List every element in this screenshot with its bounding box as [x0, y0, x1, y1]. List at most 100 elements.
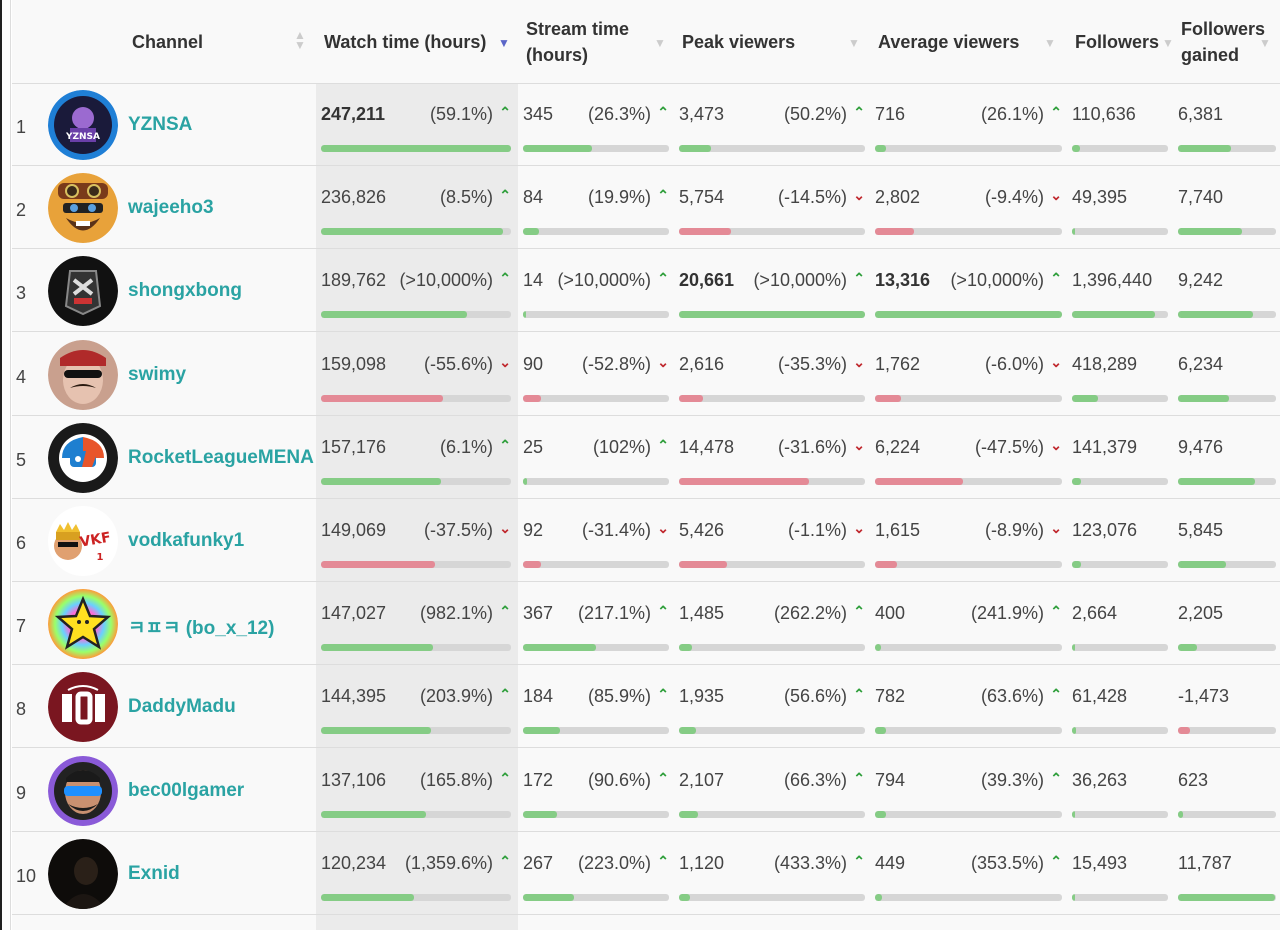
table-row[interactable]: 1 YZNSA YZNSA 247,211 (59.1%) ⌃ 345 (26.…: [12, 83, 1280, 166]
peak-viewers-cell: 5,426 (-1.1%) ⌄: [679, 520, 865, 570]
arrow-up-icon: ⌃: [1050, 852, 1062, 869]
channel-link[interactable]: swimy: [128, 363, 187, 385]
average-viewers-cell: 716 (26.1%) ⌃: [875, 104, 1062, 154]
table-row[interactable]: 5 RocketLeagueMENA 157,176 (6.1%) ⌃ 25 (…: [12, 416, 1280, 499]
stream-time-bar: [523, 311, 669, 319]
stream-time-cell: 267 (223.0%) ⌃: [523, 853, 669, 903]
watch-time-change: (-37.5%): [423, 520, 493, 540]
exnid-avatar[interactable]: [48, 838, 118, 909]
arrow-up-icon: ⌃: [657, 104, 669, 120]
wajeeho3-avatar[interactable]: [48, 173, 118, 244]
average-viewers-change: (353.5%): [970, 852, 1044, 873]
stream-time-cell: 172 (90.6%) ⌃: [523, 770, 669, 820]
svg-text:1: 1: [97, 552, 104, 563]
stream-time-cell: 84 (19.9%) ⌃: [523, 187, 669, 237]
followers-cell: 49,395: [1072, 187, 1168, 237]
daddymadu-avatar[interactable]: [48, 672, 118, 743]
svg-text:YZNSA: YZNSA: [65, 132, 100, 142]
header-followers-gained-label: Followers: [1181, 18, 1266, 39]
watch-time-cell: 120,234 (1,359.6%) ⌃: [321, 853, 511, 903]
header-watch-time[interactable]: Watch time (hours): [324, 0, 486, 83]
average-viewers-value: 1,615: [875, 520, 921, 540]
header-peak-viewers-label: Peak viewers: [682, 31, 796, 52]
table-row[interactable]: 6 VKF 1 vodkafunky1 149,069 (-37.5%) ⌄ 92…: [12, 499, 1280, 582]
header-followers[interactable]: Followers: [1075, 0, 1159, 83]
sort-icon[interactable]: ▼: [1044, 36, 1056, 50]
watch-time-value: 247,211: [321, 104, 386, 124]
swimy-avatar[interactable]: [48, 339, 118, 410]
arrow-up-icon: ⌃: [499, 603, 511, 620]
peak-viewers-change: (262.2%): [773, 603, 847, 624]
table-row[interactable]: 9 bec00lgamer 137,106 (165.8%) ⌃ 172 (90…: [12, 749, 1280, 832]
average-viewers-bar: [875, 311, 1062, 319]
channel-link[interactable]: ㅋㅍㅋ (bo_x_12): [128, 618, 275, 640]
star-avatar[interactable]: [48, 589, 118, 660]
table-row[interactable]: 2 wajeeho3 236,826 (8.5%) ⌃ 84 (19.9%) ⌃…: [12, 166, 1280, 250]
header-average-viewers[interactable]: Average viewers: [878, 0, 1019, 83]
shongxbong-avatar[interactable]: [48, 256, 118, 327]
header-stream-time[interactable]: Stream time (hours): [526, 0, 629, 83]
table-row[interactable]: 7 ㅋㅍㅋ (bo_x_12) 147,027 (982.1%) ⌃ 367 (…: [12, 582, 1280, 666]
arrow-up-icon: ⌃: [657, 187, 669, 204]
header-followers-gained[interactable]: Followers gained: [1181, 0, 1265, 83]
rank-number: 5: [16, 449, 27, 470]
arrow-down-icon: ⌄: [499, 520, 511, 536]
channel-link[interactable]: vodkafunky1: [128, 530, 245, 551]
header-followers-label: Followers: [1075, 31, 1160, 52]
peak-viewers-cell: 2,616 (-35.3%) ⌄: [679, 354, 865, 404]
channel-link[interactable]: DaddyMadu: [128, 696, 236, 718]
channel-link[interactable]: bec00lgamer: [128, 779, 245, 801]
watch-time-value: 236,826: [321, 187, 387, 208]
average-viewers-cell: 449 (353.5%) ⌃: [875, 853, 1062, 903]
yznsa-avatar[interactable]: YZNSA: [48, 90, 118, 160]
peak-viewers-change: (-35.3%): [777, 353, 847, 374]
watch-time-cell: 137,106 (165.8%) ⌃: [321, 770, 511, 820]
peak-viewers-bar: [679, 394, 865, 402]
followers-gained-bar: [1178, 893, 1276, 901]
stream-time-bar-fill: [523, 561, 541, 568]
sort-icon[interactable]: ▲ ▼: [294, 28, 306, 52]
followers-gained-bar-fill: [1178, 893, 1275, 901]
sort-icon[interactable]: ▼: [848, 36, 860, 50]
stream-time-cell: 25 (102%) ⌃: [523, 437, 669, 487]
table-row[interactable]: 10 Exnid 120,234 (1,359.6%) ⌃ 267 (223.0…: [12, 832, 1280, 915]
stream-time-bar-fill: [523, 727, 560, 735]
sort-icon[interactable]: ▼: [654, 36, 666, 50]
followers-bar: [1072, 145, 1168, 152]
peak-viewers-cell: 14,478 (-31.6%) ⌄: [679, 437, 865, 487]
channel-link[interactable]: wajeeho3: [128, 197, 214, 219]
stream-time-value: 184: [523, 686, 554, 707]
watch-time-value: 189,762: [321, 270, 387, 291]
followers-gained-value: 6,381: [1178, 104, 1224, 124]
table-row[interactable]: 4 swimy 159,098 (-55.6%) ⌄ 90 (-52.8%) ⌄…: [12, 333, 1280, 416]
table-row[interactable]: 3 shongxbong 189,762 (>10,000%) ⌃ 14 (>1…: [12, 249, 1280, 333]
rocketleague-avatar[interactable]: [48, 422, 118, 493]
stream-time-change: (19.9%): [587, 187, 651, 208]
sort-icon[interactable]: ▼: [1162, 36, 1174, 50]
header-peak-viewers[interactable]: Peak viewers: [682, 0, 795, 83]
header-channel[interactable]: Channel: [132, 0, 203, 83]
vodkafunky-avatar[interactable]: VKF 1: [48, 506, 118, 576]
header-watch-time-label: Watch time (hours): [324, 31, 487, 52]
followers-gained-value: 11,787: [1178, 852, 1232, 873]
bec00lgamer-avatar[interactable]: [48, 755, 118, 826]
channel-link[interactable]: YZNSA: [128, 114, 193, 135]
peak-viewers-value: 5,426: [679, 520, 725, 540]
average-viewers-value: 6,224: [875, 436, 921, 457]
watch-time-value: 157,176: [321, 436, 387, 457]
channel-link[interactable]: Exnid: [128, 862, 180, 884]
sort-desc-icon[interactable]: ▼: [498, 36, 510, 50]
table-row[interactable]: 8 DaddyMadu 144,395 (203.9%) ⌃ 184 (85.9…: [12, 665, 1280, 749]
followers-bar-fill: [1072, 394, 1098, 402]
followers-value: 1,396,440: [1072, 270, 1153, 291]
followers-bar-fill: [1072, 727, 1076, 735]
sort-icon[interactable]: ▼: [1259, 36, 1271, 50]
channel-link[interactable]: shongxbong: [128, 280, 242, 302]
stream-time-bar: [523, 644, 669, 652]
followers-value: 15,493: [1072, 852, 1128, 873]
channel-link[interactable]: RocketLeagueMENA: [128, 446, 314, 468]
average-viewers-cell: 1,762 (-6.0%) ⌄: [875, 354, 1062, 404]
peak-viewers-bar: [679, 311, 865, 319]
peak-viewers-change: (-31.6%): [777, 436, 847, 457]
watch-time-bar-fill: [321, 311, 467, 319]
